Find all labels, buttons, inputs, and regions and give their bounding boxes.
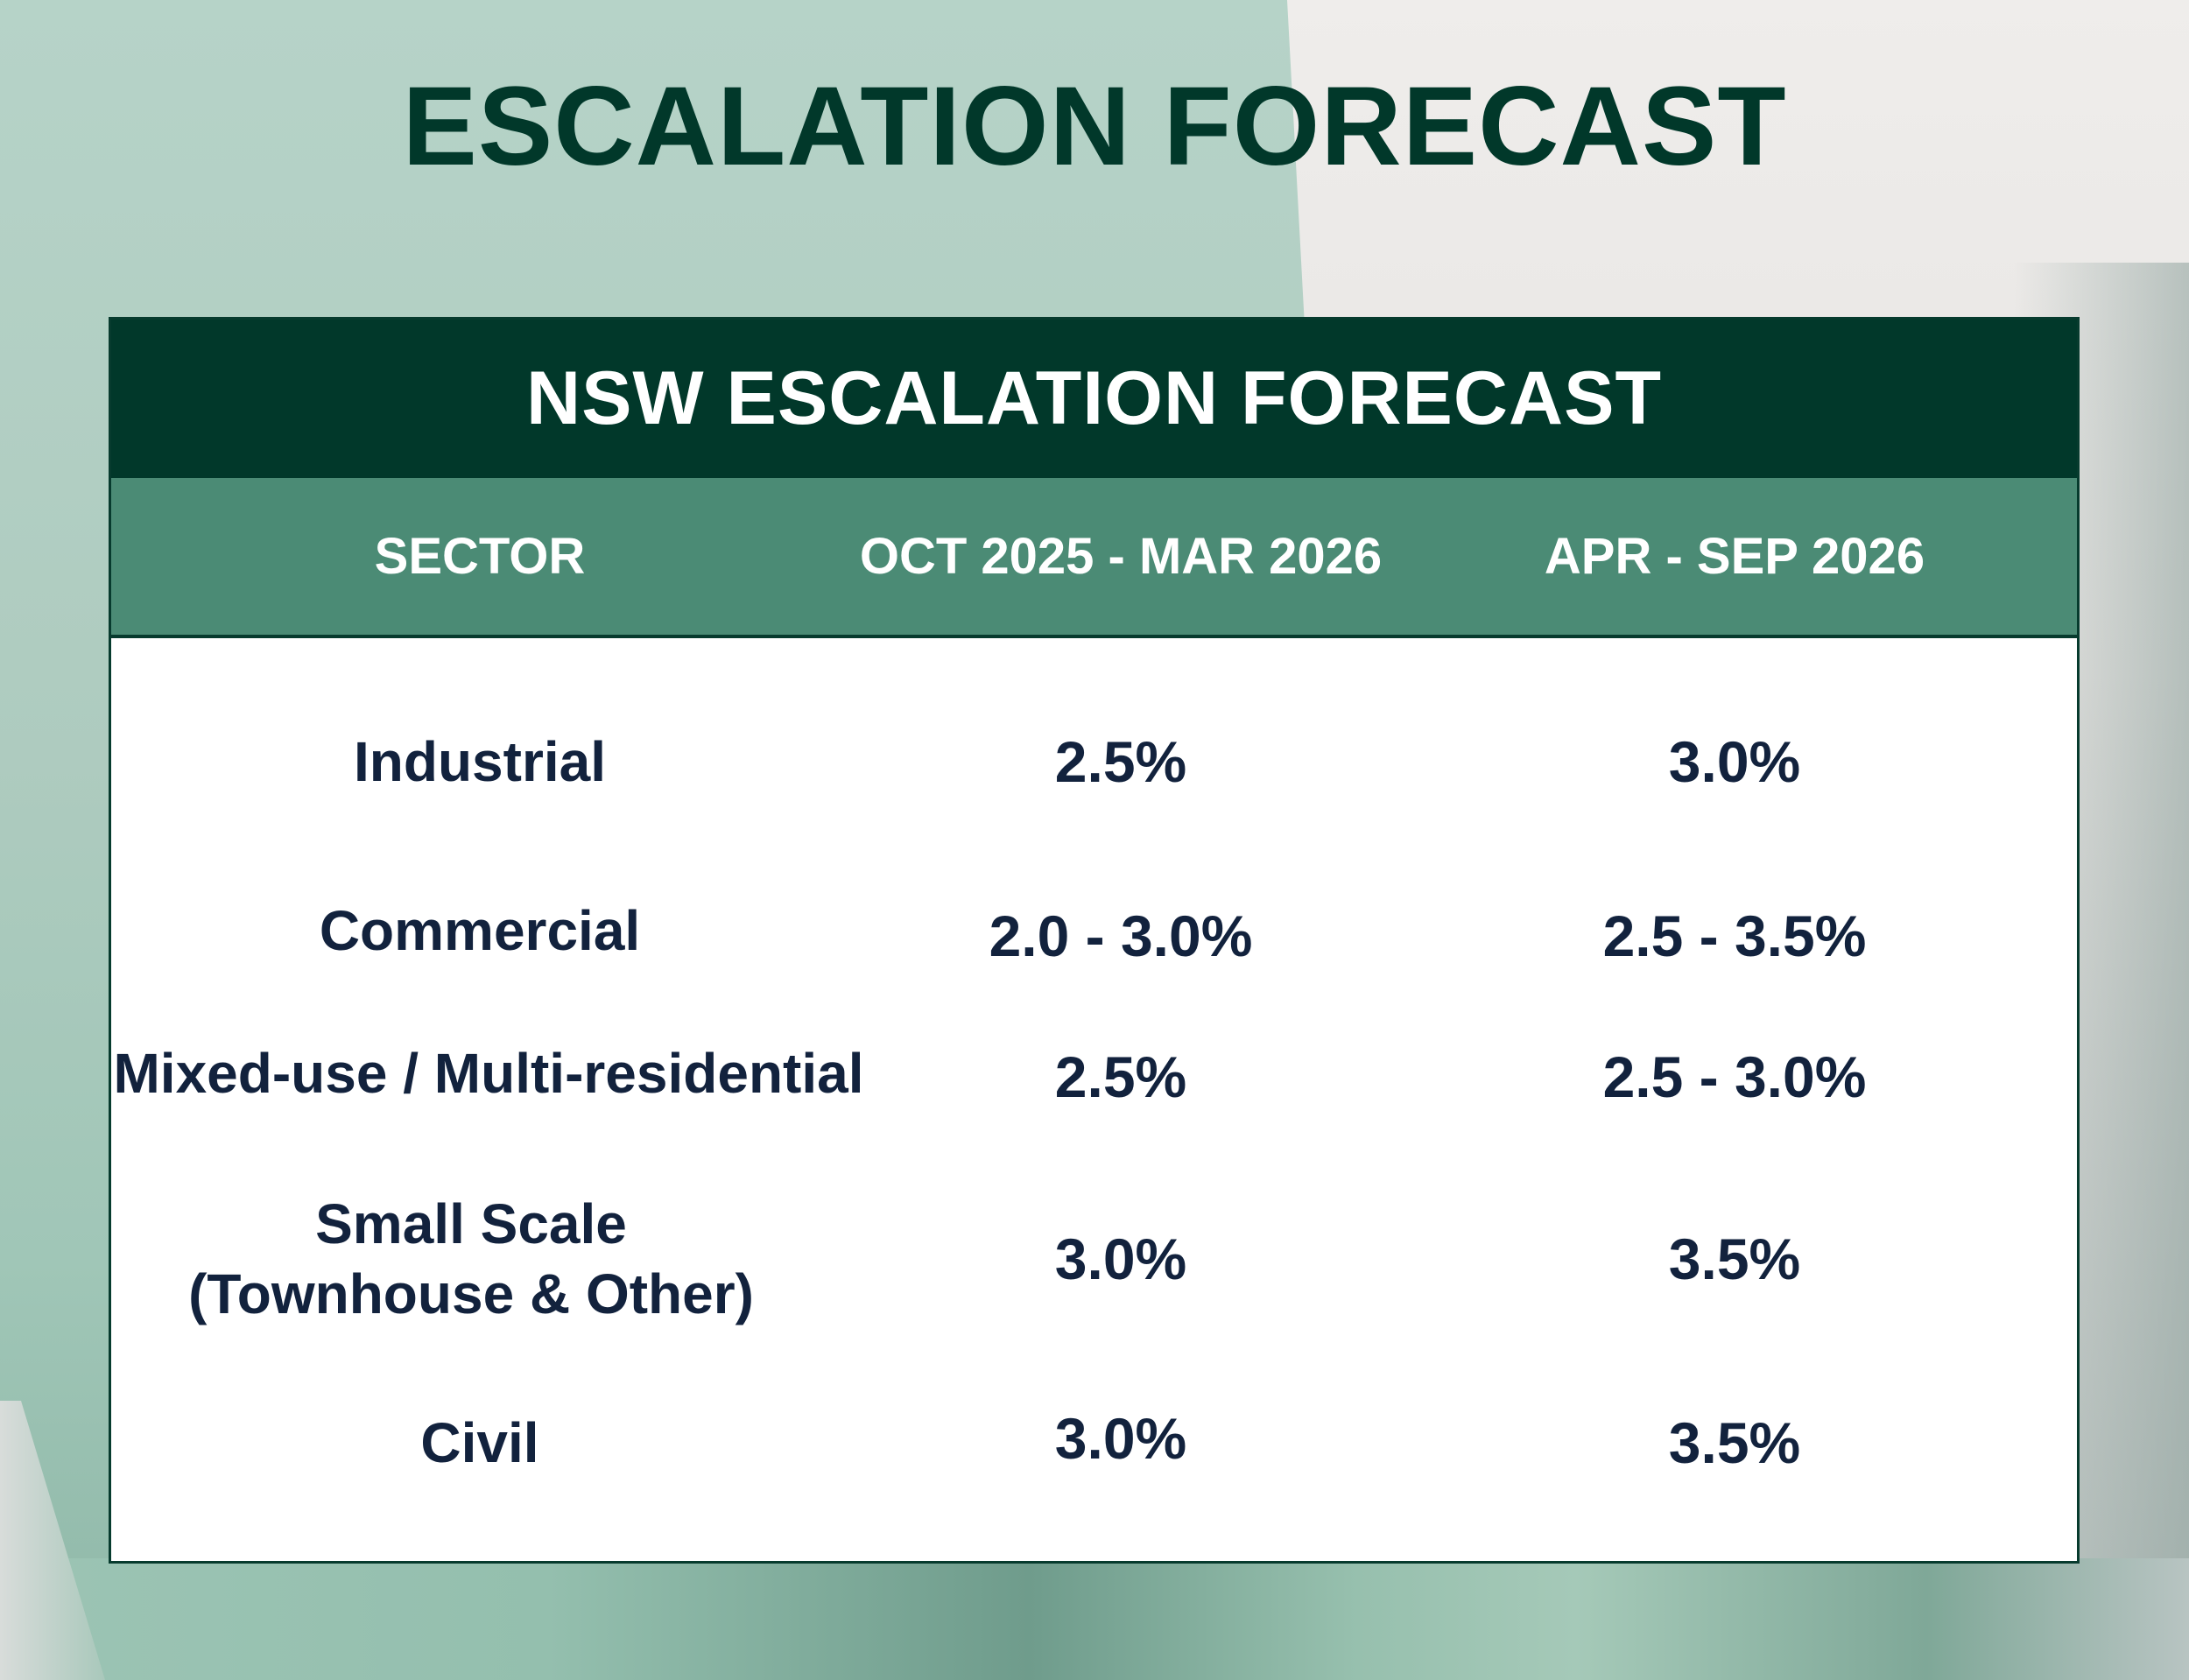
background-bottom-band — [0, 1558, 2189, 1680]
sector-cell: Industrial — [353, 730, 607, 793]
value-cell-oct2025-mar2026: 2.5% — [1054, 1044, 1187, 1109]
column-header-apr-sep2026: APR - SEP 2026 — [1544, 528, 1925, 585]
page-title: ESCALATION FORECAST — [402, 64, 1787, 189]
table-title-bar: NSW ESCALATION FORECAST — [111, 320, 2077, 478]
sector-cell-line1: Small Scale — [315, 1192, 627, 1255]
table-header-row: SECTOR OCT 2025 - MAR 2026 APR - SEP 202… — [111, 478, 2077, 638]
escalation-table: NSW ESCALATION FORECAST SECTOR OCT 2025 … — [109, 317, 2080, 1564]
sector-cell: Commercial — [319, 899, 641, 962]
sector-cell: Civil — [420, 1411, 539, 1474]
value-cell-oct2025-mar2026: 2.5% — [1054, 729, 1187, 794]
value-cell-apr-sep2026: 3.5% — [1668, 1410, 1801, 1475]
sector-cell: Small Scale (Townhouse & Other) — [102, 1189, 840, 1329]
value-cell-apr-sep2026: 2.5 - 3.0% — [1602, 1044, 1867, 1109]
value-cell-oct2025-mar2026: 3.0% — [1054, 1227, 1187, 1291]
value-cell-apr-sep2026: 3.0% — [1668, 729, 1801, 794]
column-header-sector: SECTOR — [374, 528, 586, 585]
sector-cell: Mixed-use / Multi-residential — [113, 1042, 864, 1105]
table-title: NSW ESCALATION FORECAST — [525, 356, 1663, 440]
value-cell-apr-sep2026: 3.5% — [1668, 1227, 1801, 1291]
sector-cell-line2: (Townhouse & Other) — [188, 1262, 754, 1325]
value-cell-apr-sep2026: 2.5 - 3.5% — [1602, 903, 1867, 968]
value-cell-oct2025-mar2026: 2.0 - 3.0% — [989, 903, 1253, 968]
value-cell-oct2025-mar2026: 3.0% — [1054, 1406, 1187, 1471]
column-header-oct2025-mar2026: OCT 2025 - MAR 2026 — [859, 528, 1383, 585]
